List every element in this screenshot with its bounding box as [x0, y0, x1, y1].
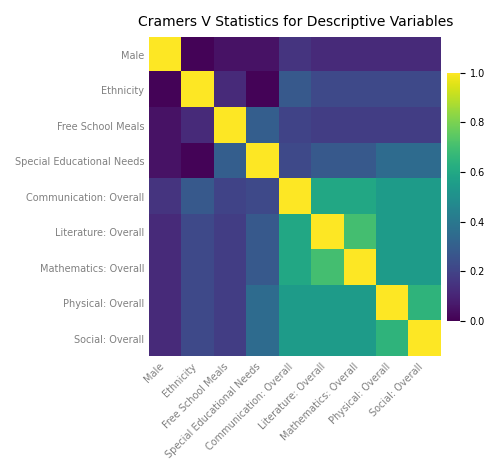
- Title: Cramers V Statistics for Descriptive Variables: Cramers V Statistics for Descriptive Var…: [138, 15, 453, 29]
